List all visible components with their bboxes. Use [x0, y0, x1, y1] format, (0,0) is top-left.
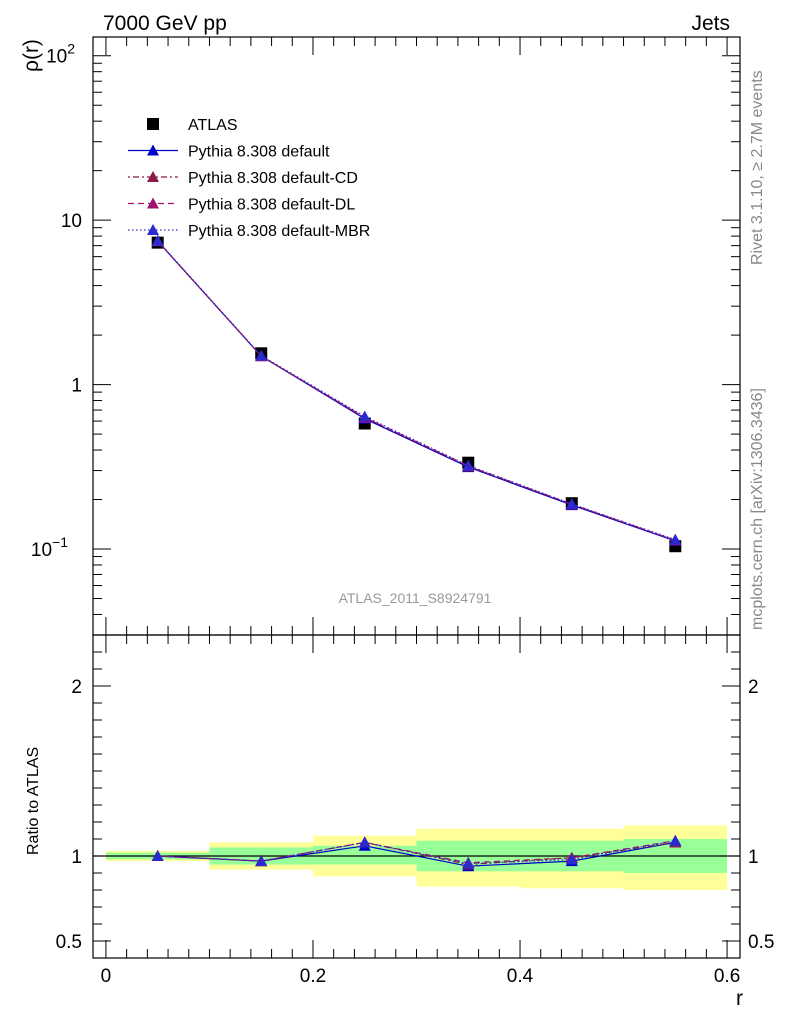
ratio-ytick-label-right-1: 1: [748, 847, 759, 868]
legend-label-4: Pythia 8.308 default-MBR: [188, 223, 370, 240]
legend-label-3: Pythia 8.308 default-DL: [188, 197, 355, 214]
header-left: 7000 GeV pp: [103, 12, 227, 35]
ratio-3-marker-3: [462, 857, 475, 869]
ratio-3-marker-2: [358, 836, 371, 848]
main-ytick-label-1: 1: [71, 376, 82, 397]
legend-marker-atlas: [147, 118, 159, 130]
ratio-ytick-label-right-2: 2: [748, 677, 759, 698]
legend: ATLAS Pythia 8.308 default Pythia 8.308 de…: [128, 117, 370, 240]
main-panel: [151, 234, 682, 553]
ratio-3-marker-5: [669, 834, 682, 846]
xlabel: r: [736, 987, 743, 1010]
series-4-marker-4: [565, 497, 578, 509]
legend-marker-2: [147, 171, 159, 182]
series-4-marker-3: [462, 459, 475, 471]
series-line-3: [157, 240, 676, 541]
xtick-label-1: 0.2: [300, 966, 326, 987]
ratio-ytick-label-left-2: 2: [71, 677, 82, 698]
rivet-label: Rivet 3.1.10, ≥ 2.7M events: [749, 70, 766, 265]
series-4-marker-5: [669, 533, 682, 545]
main-ytick-label-2: 10: [61, 211, 82, 232]
main-ylabel: ρ(r): [20, 39, 43, 72]
main-ytick-label-3: 102: [46, 41, 75, 68]
xtick-label-0: 0: [101, 966, 112, 987]
ratio-3-marker-1: [255, 855, 268, 867]
ratio-panel: [93, 834, 740, 872]
legend-label-1: Pythia 8.308 default: [188, 144, 330, 161]
legend-label-0: ATLAS: [188, 117, 238, 134]
ratio-ylabel: Ratio to ATLAS: [25, 747, 42, 855]
series-4-marker-1: [255, 349, 268, 361]
ratio-line-2: [157, 840, 676, 864]
series-4-marker-2: [358, 410, 371, 422]
ratio-ytick-label-right-0: 0.5: [748, 932, 774, 953]
xtick-label-3: 0.6: [714, 966, 740, 987]
ratio-line-0: [157, 841, 676, 867]
xtick-label-2: 0.4: [507, 966, 534, 987]
series-4-marker-0: [151, 234, 164, 246]
header-right: Jets: [691, 12, 730, 35]
legend-marker-4: [147, 224, 159, 235]
ratio-ytick-label-left-0: 0.5: [56, 932, 82, 953]
ratio-3-marker-4: [565, 853, 578, 865]
ratio-ytick-label-left-1: 1: [71, 847, 82, 868]
mcplots-label: mcplots.cern.ch [arXiv:1306.3436]: [749, 388, 766, 630]
analysis-watermark: ATLAS_2011_S8924791: [339, 590, 492, 606]
frames: 10−1 1 10 102 0 0.2 0.4 0.6 0.5 0.5 1 1 2 2: [31, 36, 774, 987]
legend-marker-1: [147, 144, 159, 156]
ratio-3-marker-0: [151, 850, 164, 861]
legend-label-2: Pythia 8.308 default-CD: [188, 170, 358, 187]
main-ytick-label-0: 10−1: [31, 534, 68, 561]
series-line-4: [157, 240, 676, 541]
legend-marker-3: [147, 197, 159, 209]
